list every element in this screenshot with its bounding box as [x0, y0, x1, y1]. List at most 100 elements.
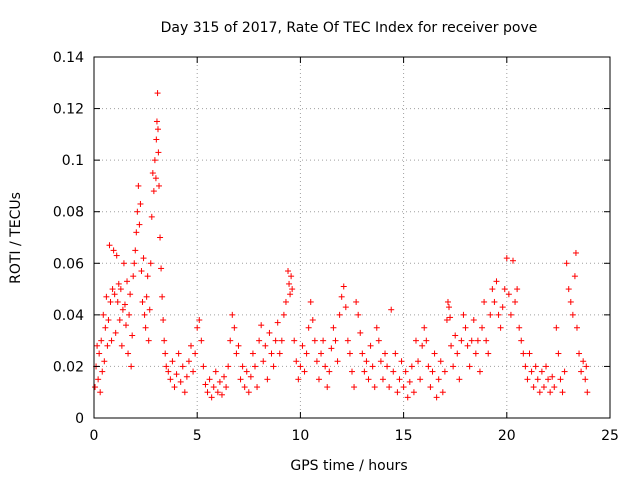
data-point	[156, 182, 163, 189]
data-point	[303, 350, 310, 357]
data-point	[441, 368, 448, 375]
data-point	[367, 342, 374, 349]
data-point	[243, 368, 250, 375]
data-point	[202, 381, 209, 388]
data-point	[450, 363, 457, 370]
data-point	[251, 363, 258, 370]
data-point	[462, 324, 469, 331]
data-point	[532, 363, 539, 370]
data-point	[145, 337, 152, 344]
data-point	[392, 350, 399, 357]
x-tick-label: 20	[498, 428, 516, 444]
data-point	[175, 350, 182, 357]
x-axis-label: GPS time / hours	[290, 458, 407, 474]
data-point	[363, 358, 370, 365]
data-point	[563, 260, 570, 267]
data-point	[163, 363, 170, 370]
data-point	[247, 373, 254, 380]
data-point	[443, 317, 450, 324]
data-point	[448, 342, 455, 349]
data-point	[452, 332, 459, 339]
data-point	[260, 358, 267, 365]
data-point	[553, 324, 560, 331]
data-point	[435, 376, 442, 383]
data-point	[212, 368, 219, 375]
data-point	[349, 368, 355, 375]
data-point	[555, 350, 562, 357]
data-point	[507, 311, 514, 318]
data-point	[160, 317, 167, 324]
data-point	[524, 376, 531, 383]
data-point	[96, 350, 103, 357]
data-point	[456, 376, 463, 383]
y-tick-label: 0.14	[53, 50, 84, 66]
x-tick-label: 5	[193, 428, 202, 444]
data-point	[474, 337, 481, 344]
data-point	[208, 394, 215, 401]
data-point	[516, 324, 523, 331]
data-point	[584, 389, 591, 396]
data-point	[359, 350, 366, 357]
data-point	[161, 337, 168, 344]
data-point	[540, 384, 547, 391]
data-point	[485, 350, 492, 357]
data-point	[499, 304, 506, 311]
y-tick-label: 0	[75, 411, 84, 427]
data-point	[94, 342, 101, 349]
data-point	[311, 337, 318, 344]
data-point	[198, 337, 205, 344]
data-point	[103, 293, 110, 300]
data-point	[268, 350, 275, 357]
data-point	[169, 358, 176, 365]
data-point	[365, 376, 372, 383]
data-point	[569, 311, 576, 318]
data-point	[113, 252, 120, 259]
data-point	[444, 298, 451, 305]
data-point	[216, 378, 223, 385]
data-point	[276, 350, 283, 357]
data-point	[503, 255, 510, 262]
data-point	[396, 376, 403, 383]
data-point	[258, 322, 265, 329]
data-point	[355, 311, 362, 318]
data-point	[119, 306, 126, 313]
data-point	[155, 149, 162, 156]
data-point	[105, 317, 112, 324]
data-point	[487, 311, 494, 318]
data-point	[582, 376, 589, 383]
data-point	[126, 311, 133, 318]
data-point	[342, 304, 349, 311]
data-point	[254, 384, 261, 391]
data-point	[128, 363, 135, 370]
y-axis-label: ROTI / TECUs	[8, 192, 24, 284]
data-point	[379, 376, 386, 383]
data-point	[221, 373, 228, 380]
data-point	[583, 363, 590, 370]
data-point	[229, 311, 236, 318]
data-point	[148, 213, 155, 220]
data-point	[373, 324, 380, 331]
data-point	[493, 278, 500, 285]
data-point	[97, 389, 104, 396]
data-point	[171, 384, 178, 391]
data-point	[121, 301, 128, 308]
data-point	[344, 337, 351, 344]
data-point	[464, 342, 471, 349]
data-point	[398, 358, 405, 365]
data-point	[336, 311, 343, 318]
data-point	[545, 376, 552, 383]
data-point	[282, 298, 289, 305]
y-tick-label: 0.02	[53, 359, 84, 375]
data-point	[227, 337, 234, 344]
data-point	[371, 384, 378, 391]
data-point	[431, 350, 438, 357]
y-tick-label: 0.08	[53, 205, 84, 221]
x-tick-label: 15	[395, 428, 413, 444]
data-point	[447, 314, 454, 321]
data-point	[107, 298, 114, 305]
data-point	[192, 350, 199, 357]
data-point	[256, 337, 263, 344]
data-point	[415, 358, 422, 365]
data-point	[154, 126, 161, 133]
